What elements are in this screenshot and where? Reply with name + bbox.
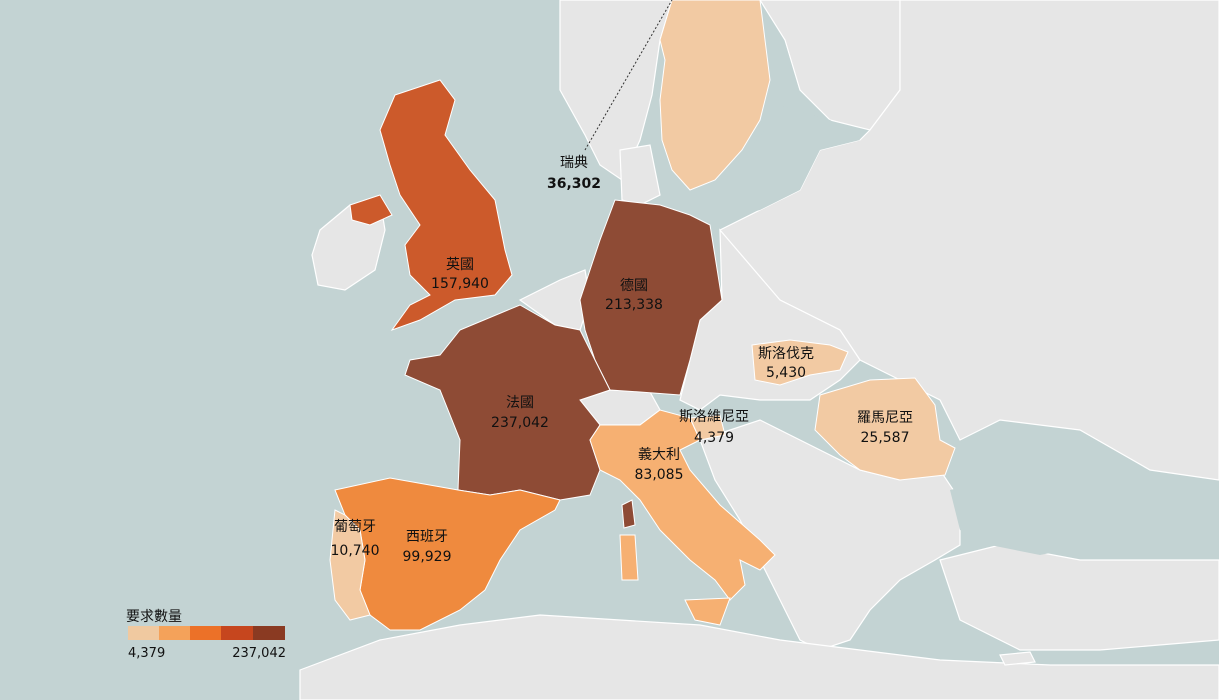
country-slovenia[interactable] [689,414,726,441]
label-sweden-name: 瑞典 [560,155,588,171]
legend-swatch-4 [221,626,253,640]
inland-seas [700,100,1110,555]
label-france-value: 237,042 [491,415,549,431]
label-france-name: 法國 [506,395,534,411]
label-slovakia-value: 5,430 [766,365,806,381]
label-romania-name: 羅馬尼亞 [857,410,913,426]
legend-title: 要求數量 [126,609,182,625]
country-sweden[interactable] [659,0,771,191]
legend-max: 237,042 [232,646,286,661]
country-romania[interactable] [814,377,956,481]
country-germany[interactable] [579,199,723,396]
country-portugal[interactable] [329,509,371,621]
label-spain-value: 99,929 [403,549,452,565]
country-slovakia[interactable] [751,339,849,386]
legend-swatch-2 [159,626,190,640]
label-romania-value: 25,587 [861,430,910,446]
label-italy-name: 義大利 [638,446,680,463]
label-sweden-value: 36,302 [547,176,601,192]
label-portugal-name: 葡萄牙 [334,519,376,535]
legend-min: 4,379 [128,646,165,661]
label-slovakia-name: 斯洛伐克 [758,346,814,362]
country-labels: 英國 157,940 德國 213,338 法國 237,042 西班牙 99,… [331,155,914,565]
country-france[interactable] [404,304,611,501]
country-sardinia [619,534,639,581]
label-spain-name: 西班牙 [406,529,448,545]
label-germany-name: 德國 [620,278,648,294]
country-uk[interactable] [379,79,513,332]
label-slovenia-name: 斯洛維尼亞 [679,409,749,425]
data-countries [329,0,956,631]
legend-swatch-1 [128,626,159,640]
label-portugal-value: 10,740 [331,543,380,559]
label-germany-value: 213,338 [605,297,663,313]
country-sicily [684,597,731,626]
label-slovenia-value: 4,379 [694,430,734,446]
country-corsica [621,499,636,529]
legend-swatch-3 [190,626,221,640]
label-uk-value: 157,940 [431,276,489,292]
legend-swatch-5 [253,626,285,640]
country-ni [349,194,393,226]
label-uk-name: 英國 [446,256,474,273]
label-italy-value: 83,085 [635,467,684,483]
legend: 要求數量 4,379 237,042 [126,609,286,661]
sweden-leader-line [584,0,673,151]
